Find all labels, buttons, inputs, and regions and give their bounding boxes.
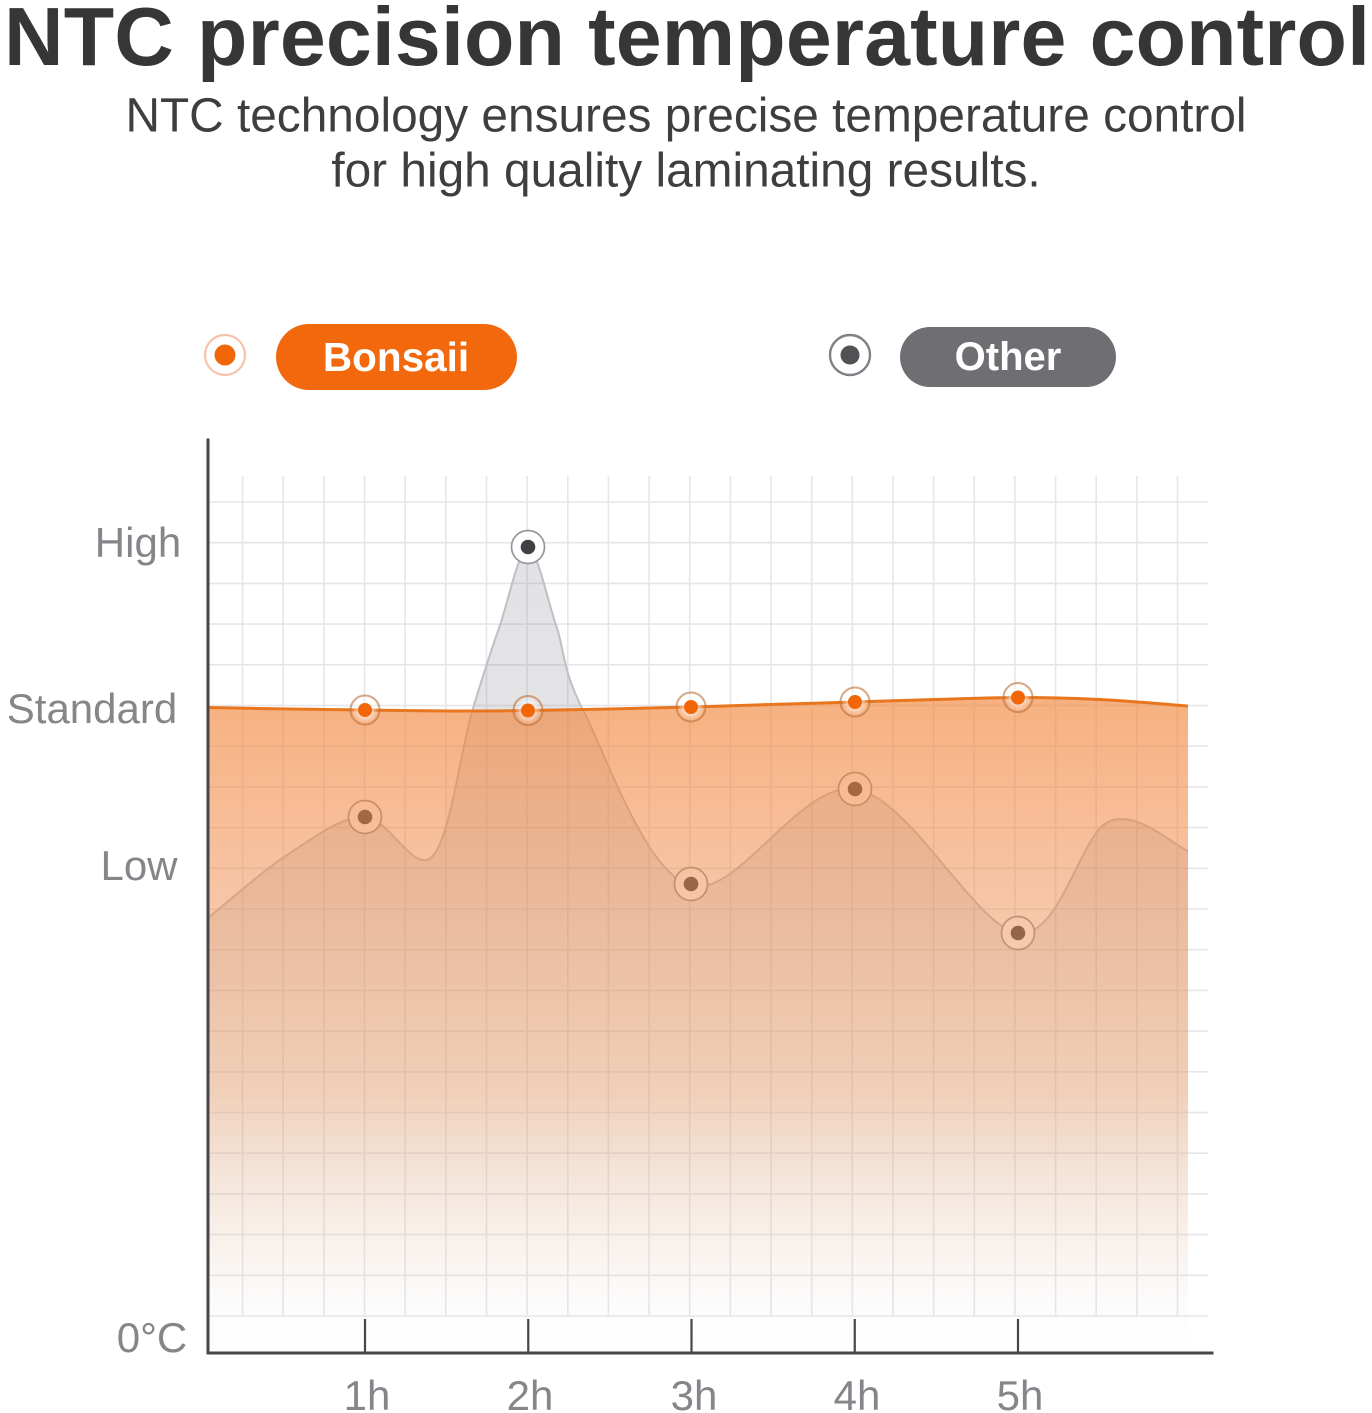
svg-text:0°C: 0°C — [117, 1314, 188, 1361]
svg-text:NTC precision temperature cont: NTC precision temperature control — [4, 0, 1370, 83]
svg-text:2h: 2h — [507, 1372, 554, 1413]
svg-text:NTC technology ensures precise: NTC technology ensures precise temperatu… — [125, 90, 1246, 143]
svg-text:Low: Low — [100, 842, 178, 889]
svg-text:5h: 5h — [997, 1372, 1044, 1413]
svg-text:Standard: Standard — [7, 685, 177, 732]
svg-text:High: High — [95, 519, 181, 566]
svg-text:1h: 1h — [344, 1372, 391, 1413]
svg-text:4h: 4h — [834, 1372, 881, 1413]
svg-text:3h: 3h — [671, 1372, 718, 1413]
svg-text:Bonsaii: Bonsaii — [323, 334, 469, 380]
svg-text:for high quality laminating re: for high quality laminating results. — [331, 145, 1040, 198]
svg-text:Other: Other — [955, 335, 1062, 379]
